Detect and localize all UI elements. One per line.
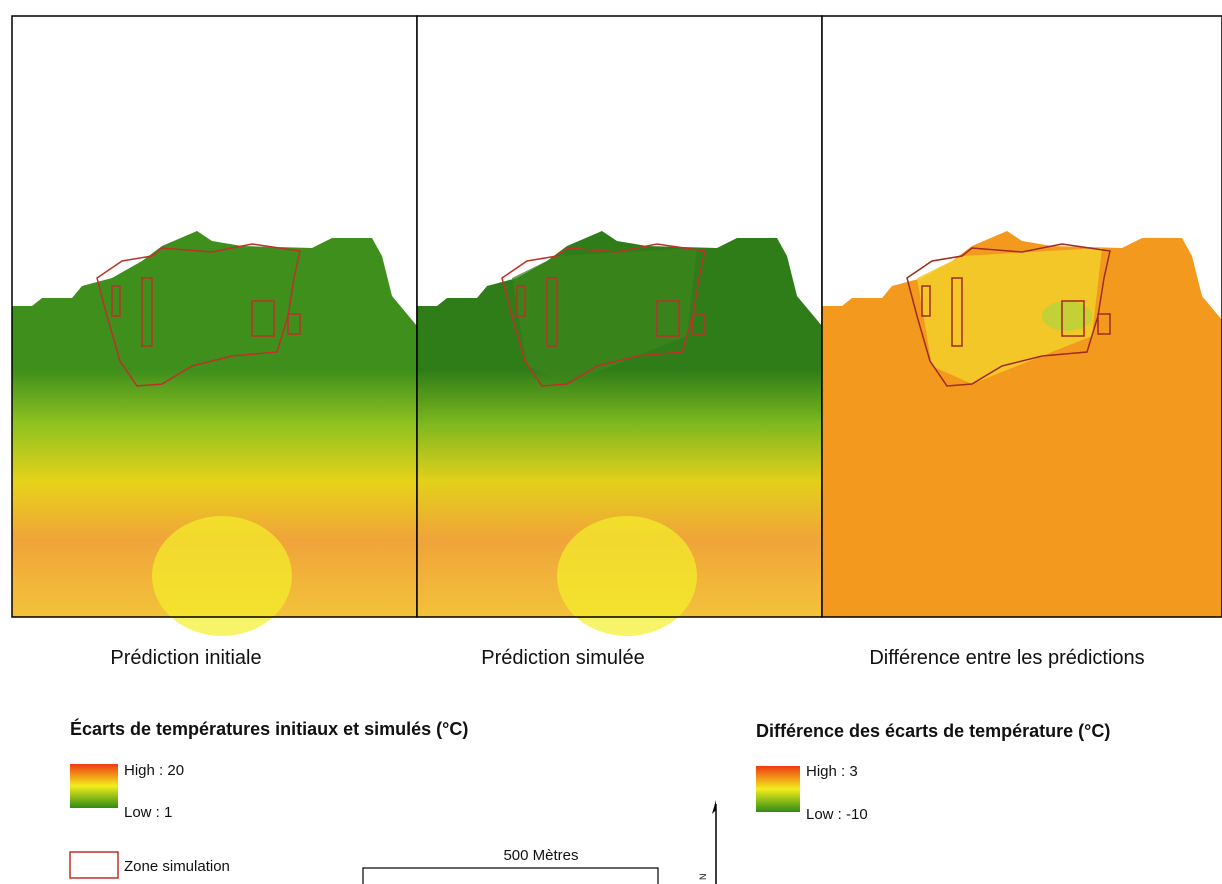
panel-caption: Prédiction initiale — [110, 647, 261, 669]
legend-label: High : 20 — [124, 762, 184, 779]
legend-label: High : 3 — [806, 763, 858, 780]
map-panel — [822, 16, 1222, 617]
legend-label: Low : -10 — [806, 806, 868, 823]
north-label: N — [698, 874, 708, 881]
map-panel — [12, 16, 417, 636]
legend-swatch — [756, 766, 800, 812]
panel-caption: Différence entre les prédictions — [869, 647, 1144, 669]
page: Prédiction initiale Prédiction simulée D… — [0, 0, 1222, 884]
scale-bar — [363, 868, 658, 884]
legend-label: Low : 1 — [124, 804, 172, 821]
map-panel — [417, 16, 822, 636]
panel-caption: Prédiction simulée — [481, 647, 644, 669]
legend-label: Zone simulation — [124, 858, 230, 875]
zone-swatch — [70, 852, 118, 878]
legend-title: Différence des écarts de température (°C… — [756, 721, 1110, 741]
figure: Prédiction initiale Prédiction simulée D… — [0, 0, 1222, 884]
legend-swatch — [70, 764, 118, 808]
scale-label: 500 Mètres — [503, 847, 578, 864]
legend-title: Écarts de températures initiaux et simul… — [70, 718, 468, 739]
